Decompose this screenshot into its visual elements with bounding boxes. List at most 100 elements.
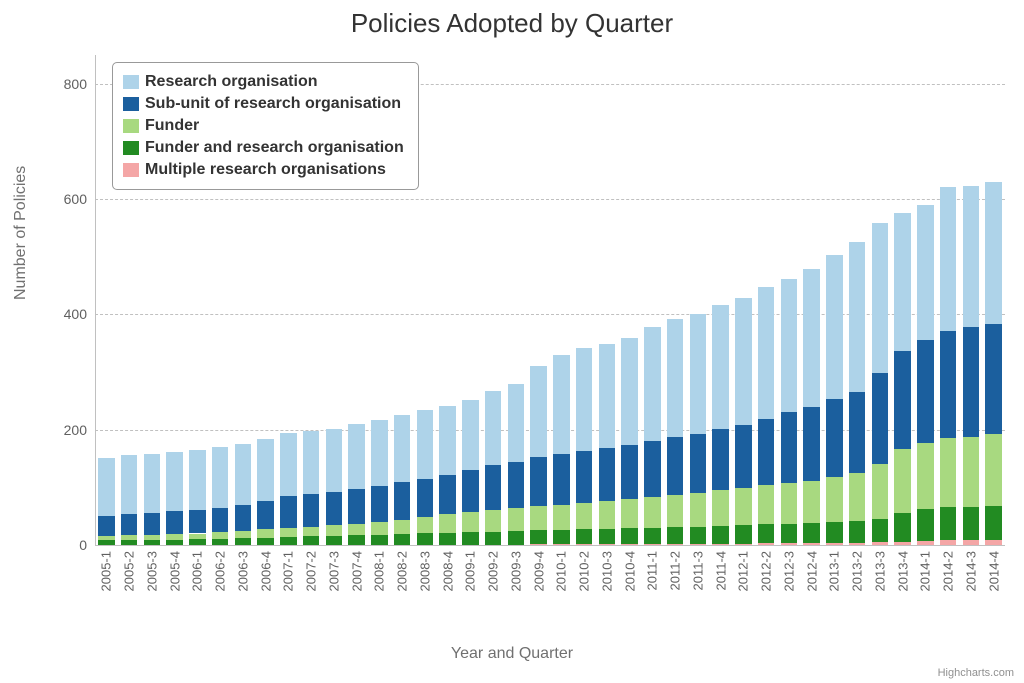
bar-segment[interactable] [940,540,956,545]
bar-segment[interactable] [735,544,751,545]
bar-segment[interactable] [621,499,637,528]
bar-segment[interactable] [599,448,615,501]
bar-segment[interactable] [712,544,728,545]
bar-segment[interactable] [781,543,797,545]
bar-segment[interactable] [462,532,478,545]
bar-segment[interactable] [189,534,205,540]
bar-segment[interactable] [462,512,478,532]
bar-segment[interactable] [212,447,228,508]
bar-segment[interactable] [735,425,751,488]
bar-segment[interactable] [348,535,364,545]
bar-segment[interactable] [803,481,819,523]
bar-segment[interactable] [303,431,319,494]
bar-segment[interactable] [576,503,592,530]
bar-segment[interactable] [326,429,342,492]
bar-segment[interactable] [553,530,569,544]
bar-segment[interactable] [280,537,296,545]
bar-segment[interactable] [894,351,910,449]
bar-segment[interactable] [371,420,387,486]
bar-segment[interactable] [690,434,706,493]
bar-segment[interactable] [394,482,410,519]
bar-segment[interactable] [985,324,1001,435]
bar-segment[interactable] [758,543,774,545]
bar-segment[interactable] [667,495,683,527]
legend-item[interactable]: Funder [123,115,404,137]
legend-item[interactable]: Funder and research organisation [123,137,404,159]
bar-segment[interactable] [439,406,455,475]
bar-segment[interactable] [303,527,319,537]
bar-segment[interactable] [508,462,524,508]
bar-segment[interactable] [644,441,660,497]
bar-segment[interactable] [599,344,615,448]
bar-segment[interactable] [326,525,342,535]
bar-segment[interactable] [940,507,956,540]
legend-item[interactable]: Research organisation [123,71,404,93]
bar-segment[interactable] [144,540,160,545]
bar-segment[interactable] [894,542,910,545]
bar-segment[interactable] [599,501,615,529]
bar-segment[interactable] [485,391,501,465]
bar-segment[interactable] [712,429,728,490]
bar-segment[interactable] [280,433,296,496]
bar-segment[interactable] [576,529,592,544]
bar-segment[interactable] [530,506,546,530]
bar-segment[interactable] [803,269,819,407]
bar-segment[interactable] [781,279,797,413]
bar-segment[interactable] [553,544,569,545]
bar-segment[interactable] [462,470,478,512]
bar-segment[interactable] [576,451,592,503]
legend-item[interactable]: Sub-unit of research organisation [123,93,404,115]
bar-segment[interactable] [98,516,114,536]
bar-segment[interactable] [667,437,683,495]
bar-segment[interactable] [189,450,205,510]
bar-segment[interactable] [667,544,683,545]
bar-segment[interactable] [257,529,273,538]
bar-segment[interactable] [826,477,842,522]
bar-segment[interactable] [803,543,819,545]
bar-segment[interactable] [121,540,137,545]
bar-segment[interactable] [235,505,251,531]
bar-segment[interactable] [690,544,706,545]
bar-segment[interactable] [485,532,501,545]
bar-segment[interactable] [917,443,933,509]
bar-segment[interactable] [872,373,888,464]
bar-segment[interactable] [758,485,774,524]
bar-segment[interactable] [917,541,933,545]
bar-segment[interactable] [144,513,160,535]
bar-segment[interactable] [849,242,865,392]
bar-segment[interactable] [599,529,615,545]
bar-segment[interactable] [690,314,706,433]
bar-segment[interactable] [439,475,455,514]
bar-segment[interactable] [985,506,1001,541]
bar-segment[interactable] [667,527,683,544]
bar-segment[interactable] [485,510,501,532]
bar-segment[interactable] [257,501,273,529]
bar-segment[interactable] [212,539,228,545]
bar-segment[interactable] [690,493,706,526]
bar-segment[interactable] [530,530,546,544]
bar-segment[interactable] [758,524,774,543]
bar-segment[interactable] [553,355,569,454]
bar-segment[interactable] [781,483,797,523]
bar-segment[interactable] [985,182,1001,323]
bar-segment[interactable] [530,366,546,457]
bar-segment[interactable] [98,540,114,545]
bar-segment[interactable] [758,419,774,485]
bar-segment[interactable] [621,544,637,545]
legend-item[interactable]: Multiple research organisations [123,159,404,181]
bar-segment[interactable] [667,319,683,437]
bar-segment[interactable] [621,445,637,500]
bar-segment[interactable] [826,399,842,477]
bar-segment[interactable] [326,536,342,545]
bar-segment[interactable] [826,543,842,545]
bar-segment[interactable] [144,454,160,513]
bar-segment[interactable] [826,255,842,399]
bar-segment[interactable] [235,538,251,545]
bar-segment[interactable] [894,513,910,542]
bar-segment[interactable] [872,542,888,545]
bar-segment[interactable] [417,410,433,479]
bar-segment[interactable] [235,531,251,538]
bar-segment[interactable] [940,331,956,438]
bar-segment[interactable] [166,511,182,534]
bar-segment[interactable] [781,412,797,483]
